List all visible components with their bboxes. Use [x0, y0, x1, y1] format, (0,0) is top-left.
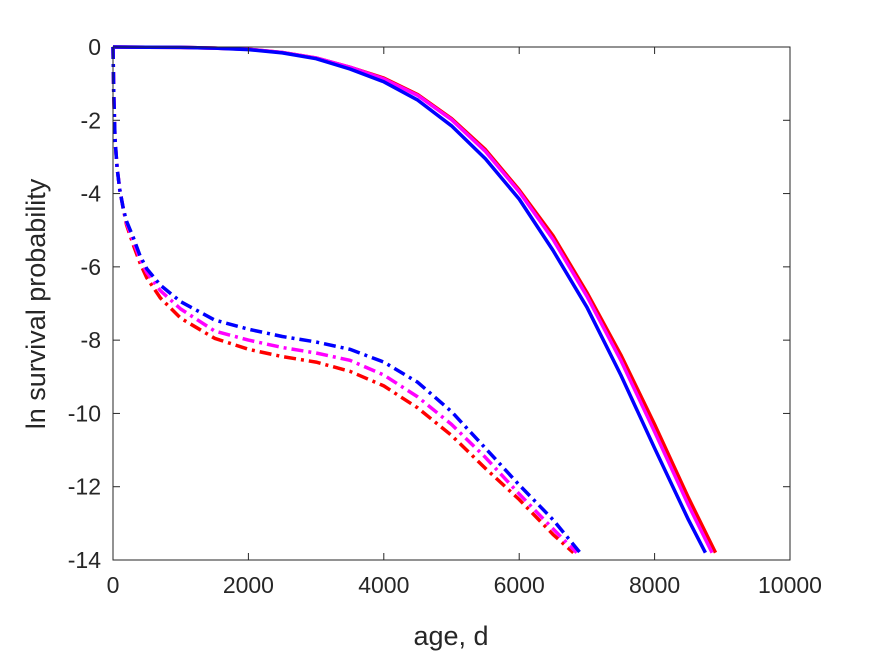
y-tick-label: -2	[81, 107, 101, 133]
y-tick-label: -6	[81, 254, 101, 280]
x-tick-label: 6000	[494, 572, 545, 598]
y-tick-label: -12	[68, 474, 101, 500]
y-tick-label: -4	[81, 181, 102, 207]
series-3-line	[112, 45, 707, 554]
plot-frame	[112, 46, 791, 561]
x-tick-label: 4000	[358, 572, 409, 598]
x-tick-label: 10000	[758, 572, 822, 598]
series-layer	[111, 45, 718, 555]
tick-layer: 0 2000 4000 6000 8000 10000 0 -2 -4 -6 -8 -10 -12 -14	[68, 34, 822, 598]
y-tick-label: -8	[81, 327, 101, 353]
x-axis-label: age, d	[413, 621, 488, 651]
series-5-line	[111, 46, 578, 554]
y-tick-label: -10	[68, 400, 101, 426]
series-6-line	[111, 46, 582, 554]
x-tick-label: 2000	[223, 572, 274, 598]
y-tick-label: -14	[68, 547, 101, 573]
series-4-line	[111, 46, 575, 555]
x-tick-label: 8000	[629, 572, 680, 598]
x-tick-label: 0	[107, 572, 120, 598]
y-tick-label: 0	[88, 34, 101, 60]
y-axis-label: ln survival probability	[21, 178, 51, 429]
